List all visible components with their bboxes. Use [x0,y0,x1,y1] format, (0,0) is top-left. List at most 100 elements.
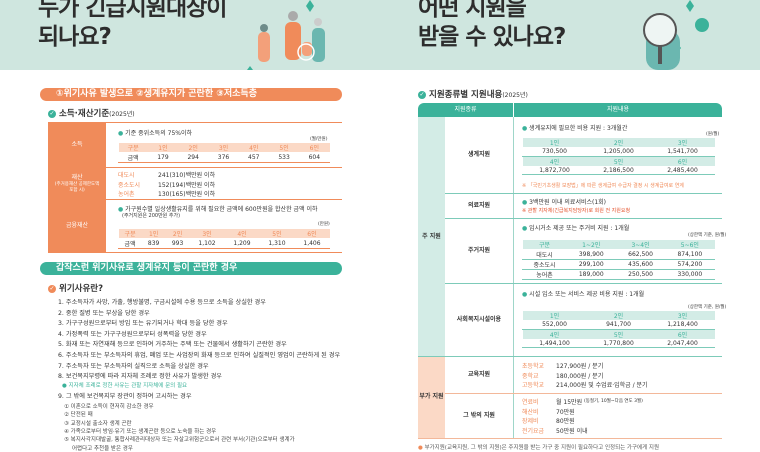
property-value: 241(310)백만원 이하 [158,172,216,179]
table-row: 금액 839 993 1,102 1,209 1,310 1,406 [117,238,331,249]
table-row: 730,500 1,205,000 1,541,700 [522,147,715,157]
cell: 376 [207,152,240,163]
header-cell: 5인 [586,156,651,166]
property-region: 농어촌 [118,191,135,198]
cell: 179 [147,152,179,163]
other-amount: 50만원 이내 [556,427,588,435]
cell: 874,100 [664,249,716,260]
check-icon: ✓ [48,109,56,118]
financial-unit: (만원) [318,222,330,227]
living-desc: ● 생계유지에 필요한 비용 지원 : 3개월간 [522,125,628,132]
cell: 금액 [117,152,149,163]
table-header-row: 구분 1인 2인 3인 4인 5인 6인 [118,143,330,153]
crisis-sub-item: ② 단전된 때 [64,412,93,419]
financial-desc: ● 가구원수별 일상생활유지를 위해 필요한 금액에 600만원을 합산한 금액… [118,206,318,213]
cell: 1,494,100 [522,338,587,348]
school-level: 고등학교 [522,382,545,389]
header-cell: 1인 [147,143,179,153]
medical-label: 의료지원 [467,201,491,209]
financial-label: 금융재산 [48,200,106,252]
crisis-item: 3. 가구구성원으로부터 방임 또는 유기되거나 학대 등을 당한 경우 [58,320,228,328]
table-row: 금액 179 294 376 457 533 604 [117,152,331,163]
header-cell: 1인 [522,311,587,321]
welfare-table: 1인 2인 3인 552,000 941,700 1,218,400 4인 5인 6인 1,494… [522,311,715,348]
living-unit: (원/월) [706,132,720,137]
cell: 1,541,700 [650,147,715,157]
property-label: 재산 (주거용재산 공제한도액 포함 시) [48,168,106,199]
header-cell: 3인 [208,143,239,153]
financial-table: 구분 1인 2인 3인 4인 5인 6인 금액 839 993 1,102 1,209 1,310 1,4… [117,229,331,249]
crisis-item: 2. 중한 질병 또는 부상을 당한 경우 [58,309,150,317]
people-illustration [247,0,325,70]
education-amount: 214,000원 및 수업료·입학금 / 분기 [556,382,648,389]
welfare-unit: (상한액 기준, 원/월) [688,305,727,310]
other-amount: 70만원 [556,408,575,416]
header-cell: 5인 [268,143,300,153]
crisis-item: 1. 주소득자가 사망, 가출, 행방불명, 구금시설에 수용 등으로 소득을 … [58,299,266,306]
cell: 993 [165,238,191,249]
header-cell: 5인 [586,329,651,339]
cell: 294 [177,152,209,163]
support-title: ✓ 지원종류별 지원내용(2025년) [418,90,528,100]
cell: 839 [141,238,167,249]
income-table: 구분 1인 2인 3인 4인 5인 6인 금액 179 294 376 457 533 604 [117,143,331,163]
cell: 대도시 [521,249,568,260]
cell: 552,000 [522,320,587,330]
header-cell: 3인 [650,138,715,148]
table-row: 1,872,700 2,186,500 2,485,400 [522,165,715,175]
header-cell: 5~6인 [665,240,715,250]
cell: 1,872,700 [522,165,587,175]
cell: 1,205,000 [586,147,651,157]
income-unit: (월/만원) [310,137,328,142]
standard-title: ✓ 소득·재산기준(2025년) [48,109,135,119]
cell: 금액 [117,238,143,249]
table-row: 1,494,100 1,770,800 2,047,400 [522,338,715,348]
welfare-desc: ● 시설 입소 또는 서비스 제공 비용 지원 : 1개월 [522,291,645,298]
cell: 398,900 [566,249,617,260]
header-cell: 구분 [118,143,148,153]
table-header-row: 1인 2인 3인 [522,311,715,321]
other-amount: 80만원 [556,418,575,425]
cell: 533 [268,152,300,163]
cell: 574,200 [664,259,716,270]
crisis-item: 6. 주소득자 또는 부소득자의 휴업, 폐업 또는 사업장의 화재 등으로 인… [58,352,341,359]
housing-desc: ● 임시거소 제공 또는 주거비 지원 : 1개월 [522,225,630,232]
cell: 2,186,500 [586,165,651,175]
header-cell: 1~2인 [566,240,616,250]
crisis-note: ● 지자체 조례로 정한 사유는 관할 지자체에 문의 필요 [62,383,188,389]
property-value: 152(194)백만원 이하 [158,181,216,189]
cell: 299,100 [566,259,617,270]
school-level: 초등학교 [522,363,545,370]
table-header-row: 1인 2인 3인 [522,138,715,148]
crisis-title: ✓ 위기사유란? [48,284,104,294]
education-amount: 180,000원 / 분기 [556,372,604,380]
table-header-row: 4인 5인 6인 [522,156,715,166]
cell: 330,000 [664,269,716,280]
crisis-item: 4. 가정폭력 또는 가구구성원으로부터 성폭력을 당한 경우 [58,330,207,338]
living-label: 생계지원 [467,151,491,158]
school-level: 중학교 [522,372,539,380]
housing-table: 구분 1~2인 3~4인 5~6인 대도시 398,900 662,500 874,100 중소… [521,240,716,280]
housing-label: 주거지원 [467,246,491,254]
criteria-banner: ①위기사유 발생으로 ②생계유지가 곤란한 ③저소득층 [40,88,342,101]
living-note: ※ 「국민기초생활 보장법」에 따른 생계급여 수급자 결정 시 생계급여로 연… [522,183,684,189]
medical-note: ※ 관할 지자체(긴급복지담당자)로 회원 전 지원요청 [522,208,631,214]
education-label: 교육지원 [467,370,491,378]
financial-note: (주거지원은 200만원 추가) [122,213,181,219]
crisis-banner: 갑작스런 위기사유로 생계유지 등이 곤란한 경우 [40,262,342,275]
header-cell: 2인 [586,138,651,148]
table-row: 농어촌 189,000 250,500 330,000 [521,269,716,280]
header-cell: 구분 [118,229,142,239]
header-banner [0,0,760,70]
left-title: 누가 긴급지원대상이 되나요? [38,0,227,50]
cell: 1,310 [258,238,295,249]
header-cell: 1인 [141,229,166,239]
income-desc: ● 기준 중위소득의 75%이하 [118,130,193,137]
header-cell: 6인 [299,143,330,153]
property-region: 대도시 [118,172,135,179]
header-cell: 3인 [189,229,225,239]
cell: 435,600 [615,259,666,270]
other-label: 그 밖의 지원 [463,411,495,419]
cell: 1,209 [224,238,260,249]
header-cell: 5인 [259,229,295,239]
